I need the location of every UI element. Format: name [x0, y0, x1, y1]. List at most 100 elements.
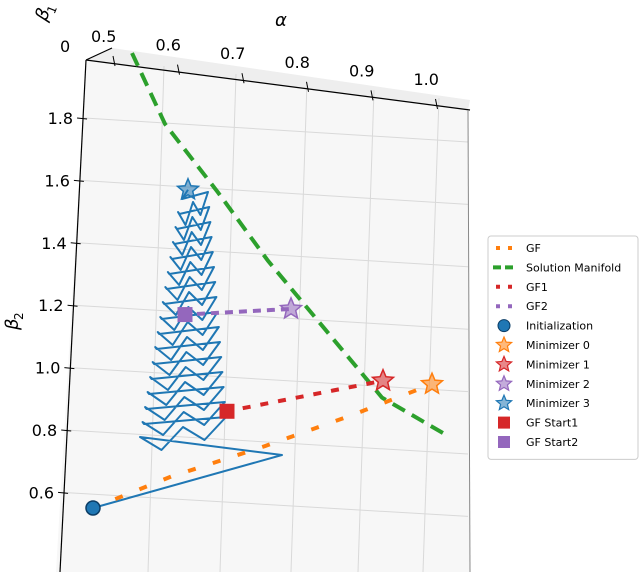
gfs2-square-marker [177, 307, 193, 323]
alpha-tick-mark [370, 90, 374, 101]
beta2-tick-label: 1.2 [38, 296, 63, 315]
grid-lines [62, 65, 469, 572]
beta2-axis-line [59, 59, 87, 572]
legend-label-gf2: GF2 [526, 300, 548, 313]
legend-item-min0: Minimizer 0 [494, 335, 590, 353]
alpha-tick-labels: 0.5 0.6 0.7 0.8 0.9 1.0 [91, 27, 439, 110]
gfs1-square-marker [219, 403, 235, 419]
legend-box [487, 235, 639, 460]
legend-item-gfs1: GF Start1 [498, 416, 578, 430]
beta2-axis-subscript: 2 [12, 312, 26, 320]
grid-vertical [357, 89, 375, 572]
alpha-axis-line [85, 59, 471, 111]
legend-label-gf: GF [526, 242, 541, 255]
alpha-tick-label: 0.8 [285, 53, 310, 72]
min1-star-marker [370, 367, 396, 392]
beta2-tick-mark [70, 242, 81, 245]
grid-vertical [219, 73, 237, 572]
grid-horizontal [62, 491, 469, 517]
beta2-tick-label: 1.4 [41, 234, 66, 253]
min3-star-marker [175, 176, 201, 201]
legend-item-gf2: GF2 [496, 300, 548, 313]
beta2-tick-label: 0.6 [29, 483, 54, 502]
back-pane [56, 60, 470, 572]
min1-star-marker-shape [370, 367, 396, 392]
beta2-tick-labels: 0.6 0.8 1.0 1.2 1.4 1.6 1.8 [29, 109, 88, 502]
axes-pane [56, 48, 470, 572]
beta2-tick-label: 0.8 [32, 421, 57, 440]
grid-horizontal [69, 367, 469, 393]
legend-label-min2: Minimizer 2 [526, 378, 590, 391]
legend-swatch-gfs2 [498, 436, 510, 448]
legend-label-init: Initialization [526, 320, 593, 333]
beta1-axis-line [85, 47, 113, 61]
initialization-marker [85, 500, 101, 516]
grid-horizontal [84, 117, 469, 143]
legend-label-gfs2: GF Start2 [526, 436, 578, 449]
legend-item-min1: Minimizer 1 [494, 354, 590, 373]
alpha-tick-mark [177, 64, 180, 75]
legend-swatch-min0 [494, 335, 514, 353]
beta2-axis-label: β 2 [2, 312, 26, 331]
beta2-tick-label: 1.8 [48, 109, 73, 128]
alpha-tick-label: 0.6 [156, 36, 181, 55]
grid-vertical [290, 81, 308, 572]
beta2-tick-mark [64, 367, 75, 370]
series-layer [90, 52, 448, 511]
alpha-tick-mark [306, 81, 309, 92]
beta2-tick-mark [57, 491, 69, 494]
min0-star-marker [419, 371, 445, 395]
beta2-tick-mark [61, 429, 72, 432]
alpha-tick-mark [435, 98, 438, 110]
legend-label-gf1: GF1 [526, 281, 548, 294]
gf2-line [182, 306, 294, 317]
legend-label-gfs1: GF Start1 [526, 417, 578, 430]
legend-item-min3: Minimizer 3 [494, 393, 590, 411]
alpha-tick-label: 1.0 [414, 70, 439, 89]
legend-swatch-init [497, 319, 511, 333]
legend-label-min1: Minimizer 1 [526, 358, 590, 371]
legend-swatch-min2 [494, 374, 514, 392]
legend-swatch-min1 [494, 354, 514, 373]
grid-horizontal [65, 429, 469, 455]
gradient-flow-trajectory [92, 189, 283, 509]
min0-star-marker-shape [419, 371, 445, 395]
legend-item-init: Initialization [497, 319, 593, 333]
beta2-tick-label: 1.6 [44, 171, 69, 190]
legend-item-min2: Minimizer 2 [494, 374, 590, 392]
min2-star-marker [278, 296, 304, 320]
grid-horizontal [73, 304, 469, 330]
beta2-axis-symbol: β [2, 319, 23, 332]
legend-item-gf: GF [496, 242, 541, 255]
legend-label-min0: Minimizer 0 [526, 339, 590, 352]
alpha-axis-label: α [275, 10, 287, 31]
grid-horizontal [77, 242, 469, 268]
legend-item-manifold: Solution Manifold [493, 261, 621, 274]
alpha-tick-mark [241, 73, 245, 84]
alpha-tick-label: 0.5 [91, 27, 116, 46]
beta2-tick-mark [73, 179, 84, 182]
axis-lines [59, 47, 471, 572]
legend-label-manifold: Solution Manifold [526, 261, 621, 274]
grid-vertical [147, 65, 165, 572]
min3-star-marker-shape [175, 176, 201, 201]
beta1-axis-label: β 1 [31, 3, 60, 24]
right-pane-edge [467, 109, 471, 572]
alpha-tick-label: 0.9 [349, 61, 374, 80]
min2-star-marker-shape [278, 296, 304, 320]
trajectory-path [92, 189, 283, 509]
legend-swatch-gfs1 [498, 416, 510, 429]
alpha-tick-mark [112, 55, 116, 67]
legend-item-gfs2: GF Start2 [498, 436, 578, 449]
marker-layer [85, 176, 445, 516]
alpha-tick-label: 0.7 [220, 44, 245, 63]
beta2-tick-mark [77, 117, 88, 120]
grid-horizontal [80, 179, 469, 205]
beta1-tick-label: 0 [60, 37, 70, 56]
solution-manifold-line [130, 52, 448, 437]
legend-swatch-min3 [494, 393, 514, 411]
legend: GF Solution Manifold GF1 GF2 Initialization M… [487, 235, 639, 460]
beta2-tick-label: 1.0 [35, 359, 60, 378]
beta2-tick-mark [67, 304, 78, 307]
